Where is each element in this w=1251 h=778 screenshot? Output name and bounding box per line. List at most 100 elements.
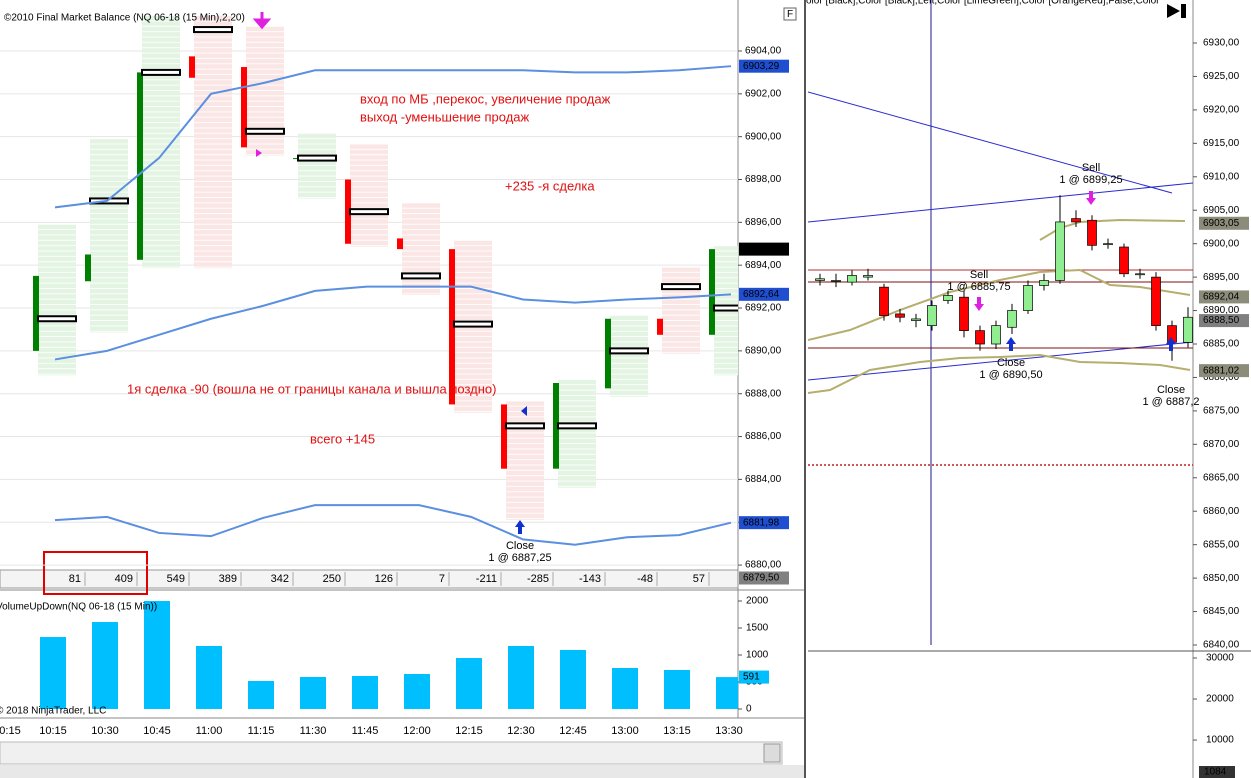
price-marker-label: 6892,64	[743, 289, 780, 300]
volume-bar	[612, 668, 638, 709]
signal-detail: 1 @ 6885,75	[947, 281, 1010, 293]
panel-title: VolumeUpDown(NQ 06-18 (15 Min))	[0, 602, 157, 613]
poc-marker	[193, 26, 233, 34]
price-marker-label: 6903,29	[743, 61, 780, 72]
entry-arrow	[252, 12, 272, 30]
right-drawings	[808, 91, 1193, 466]
cell-rows	[506, 401, 544, 520]
y-tick-label: 6860,00	[1203, 506, 1240, 517]
price-marker-label: 6888,50	[1203, 315, 1240, 326]
y-tick-label: 6875,00	[1203, 406, 1240, 417]
signal-arrow	[1166, 337, 1176, 351]
float-button[interactable]	[783, 7, 797, 21]
indicator-header: olor [Black],Color [Black],Left,Color [L…	[806, 0, 1160, 7]
y-tick-label: 6930,00	[1203, 38, 1240, 49]
candle-body	[959, 296, 969, 331]
delta-value: -143	[579, 573, 601, 585]
signal-detail: 1 @ 6890,50	[979, 369, 1042, 381]
x-tick-label: 12:00	[403, 725, 431, 737]
delta-value: -285	[527, 573, 549, 585]
y2-tick-label: 10000	[1206, 735, 1234, 746]
delta-value: 57	[693, 573, 705, 585]
cell-rows	[194, 15, 232, 269]
delta-value: 389	[219, 573, 237, 585]
value-marker-label: 591	[743, 672, 760, 683]
float-button-label: F	[787, 9, 793, 20]
band-line	[54, 504, 732, 546]
y-tick-label: 6902,00	[745, 88, 782, 99]
delta-row	[0, 569, 739, 589]
volume-bar	[508, 645, 534, 709]
volume-bar	[404, 674, 430, 709]
candle-body	[815, 278, 825, 281]
poc-marker	[713, 304, 738, 312]
delta-value: 342	[271, 573, 289, 585]
price-marker	[739, 287, 789, 301]
scrollbar[interactable]	[0, 741, 783, 765]
credit: © 2018 NinjaTrader, LLC	[0, 706, 106, 717]
x-tick-label: 12:45	[559, 725, 587, 737]
play-icon[interactable]	[1167, 4, 1186, 18]
cell-rows	[142, 15, 180, 269]
delta-value: 250	[323, 573, 341, 585]
poc-marker	[245, 127, 285, 135]
poc-marker	[557, 422, 597, 430]
candle-body	[85, 254, 91, 282]
candle-body	[33, 275, 39, 351]
volume-bar	[300, 676, 326, 709]
y-tick-label: 6925,00	[1203, 71, 1240, 82]
candle-body	[1023, 285, 1033, 311]
y-tick-label: 6910,00	[1203, 171, 1240, 182]
candle-body	[991, 325, 1001, 345]
left-window	[0, 0, 805, 778]
volume-bar	[716, 677, 738, 709]
x-tick-label: 10:30	[91, 725, 119, 737]
y-tick-label: 6840,00	[1203, 640, 1240, 651]
y-tick-label: 6880,00	[745, 560, 782, 571]
y-tick-label: 6900,00	[745, 131, 782, 142]
volume-plot	[40, 601, 738, 709]
candle-body	[293, 158, 299, 160]
x-tick-label: 13:30	[715, 725, 743, 737]
annotation: +235 -я сделка	[505, 178, 595, 193]
delta-value: 409	[115, 573, 133, 585]
y-tick-label: 6896,00	[745, 217, 782, 228]
volume-marker-label: 1084	[1204, 767, 1227, 778]
signal-arrow	[515, 520, 525, 534]
y-tick-label: 6890,00	[745, 346, 782, 357]
cell-rows	[402, 203, 440, 295]
price-marker-label: 6894,75	[743, 244, 780, 255]
candle-body	[1119, 246, 1129, 275]
signal-label: Close	[506, 540, 534, 552]
candle-body	[241, 67, 247, 148]
y-tick-label: 6900,00	[1203, 238, 1240, 249]
signal-detail: 1 @ 6887,2	[1142, 396, 1199, 408]
cell-rows	[90, 139, 128, 333]
y-tick-label: 6905,00	[1203, 205, 1240, 216]
annotation: вход по МБ ,перекос, увеличение продаж	[360, 91, 611, 106]
y-tick-label: 6870,00	[1203, 439, 1240, 450]
volume-bar	[40, 637, 66, 709]
y-tick-label: 6895,00	[1203, 272, 1240, 283]
candle-body	[863, 275, 873, 278]
y-tick-label: 6865,00	[1203, 472, 1240, 483]
candle-body	[189, 56, 195, 78]
y-tick-label: 1000	[746, 650, 769, 661]
status-strip	[0, 765, 805, 778]
candle-body	[911, 318, 921, 321]
x-tick-label: 13:00	[611, 725, 639, 737]
y-tick-label: 6855,00	[1203, 539, 1240, 550]
delta-value: 549	[167, 573, 185, 585]
price-marker	[1199, 216, 1249, 230]
candle-body	[345, 179, 351, 244]
price-marker	[739, 59, 789, 73]
right-plot	[815, 195, 1193, 361]
main-plot	[0, 15, 738, 566]
candle-body	[895, 313, 905, 318]
x-tick-label: 12:15	[455, 725, 483, 737]
delta-value: 81	[69, 573, 81, 585]
y-tick-label: 6850,00	[1203, 573, 1240, 584]
scroll-thumb[interactable]	[763, 743, 781, 763]
signal-arrow	[974, 297, 984, 311]
x-tick-label: 13:15	[663, 725, 691, 737]
